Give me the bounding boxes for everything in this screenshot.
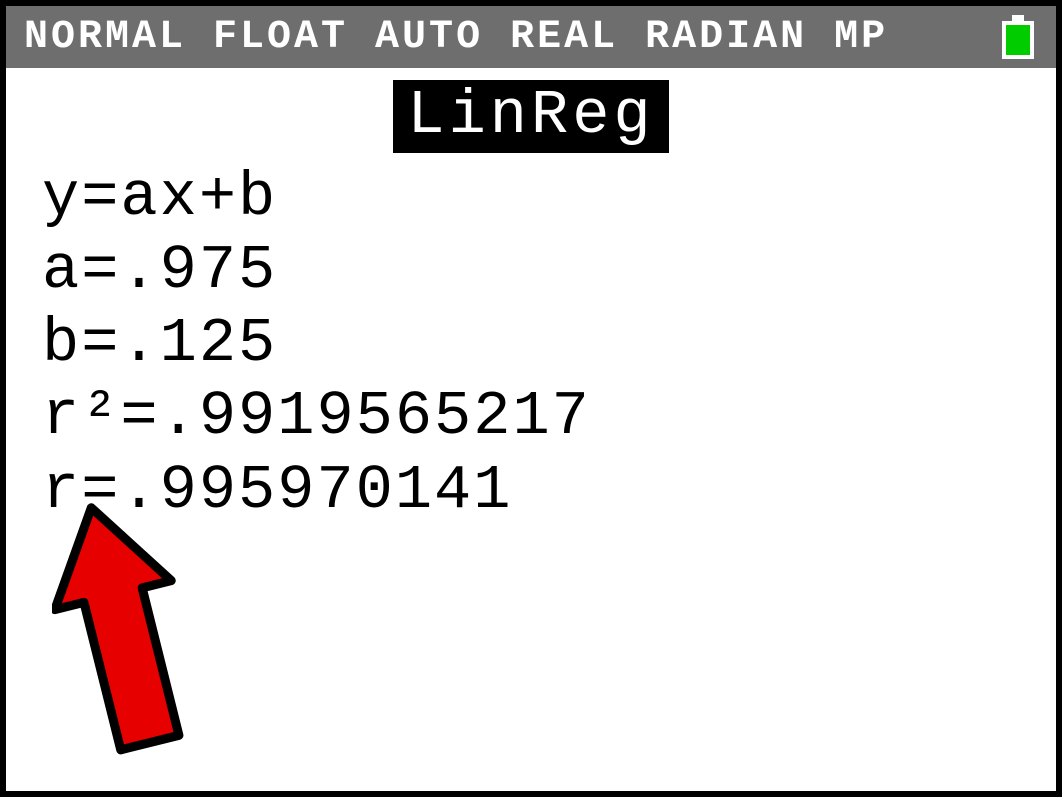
calculator-screen: NORMAL FLOAT AUTO REAL RADIAN MP LinReg … — [0, 0, 1062, 797]
status-mode-text: NORMAL FLOAT AUTO REAL RADIAN MP — [24, 15, 888, 60]
output-a: a=.975 — [38, 234, 1024, 307]
title-row: LinReg — [38, 80, 1024, 153]
output-b: b=.125 — [38, 307, 1024, 380]
output-r: r=.995970141 — [38, 454, 1024, 527]
output-r2: r²=.9919565217 — [38, 380, 1024, 453]
status-bar: NORMAL FLOAT AUTO REAL RADIAN MP — [6, 6, 1056, 68]
output-equation: y=ax+b — [38, 161, 1024, 234]
screen-content: LinReg y=ax+b a=.975 b=.125 r²=.99195652… — [6, 68, 1056, 539]
linreg-title: LinReg — [393, 80, 668, 153]
battery-icon — [1002, 15, 1034, 59]
